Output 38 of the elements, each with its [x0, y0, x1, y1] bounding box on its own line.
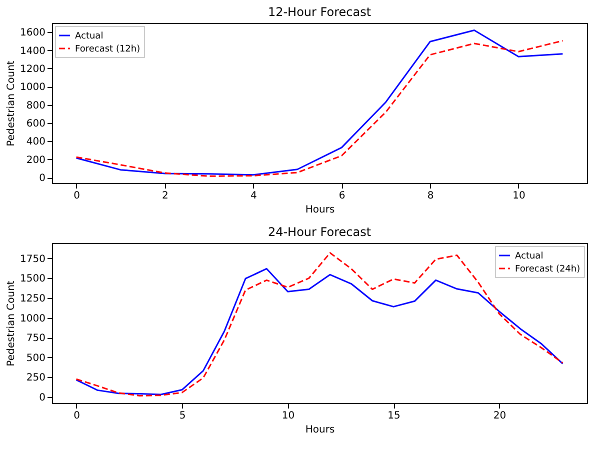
y-tick-label: 800 [26, 100, 46, 112]
x-tick-label: 10 [282, 410, 295, 422]
x-tick-label: 0 [74, 190, 80, 202]
x-tick-label: 8 [427, 190, 434, 202]
x-axis-title: Hours [305, 424, 335, 436]
y-tick-label: 1400 [20, 46, 46, 57]
chart-title: 24-Hour Forecast [268, 225, 372, 239]
legend-label: Actual [75, 32, 104, 42]
x-tick-label: 10 [512, 190, 526, 202]
y-tick-label: 600 [26, 118, 46, 130]
x-tick-label: 6 [338, 190, 346, 202]
chart-title: 12-Hour Forecast [268, 5, 372, 19]
y-tick-label: 1750 [20, 254, 46, 265]
y-tick-label: 750 [26, 333, 46, 344]
x-tick-label: 4 [250, 190, 257, 202]
legend-label: Forecast (24h) [515, 264, 580, 274]
y-tick-label: 200 [26, 154, 46, 166]
y-tick-label: 250 [26, 372, 46, 384]
x-tick-label: 20 [493, 410, 506, 422]
y-tick-label: 1000 [20, 82, 46, 94]
legend-label: Actual [515, 252, 544, 262]
y-axis-title: Pedestrian Count [6, 280, 18, 366]
y-tick-label: 1250 [20, 293, 46, 304]
x-tick-label: 0 [74, 410, 80, 422]
x-tick-label: 5 [179, 410, 186, 422]
y-tick-label: 1500 [20, 274, 46, 285]
y-tick-label: 1000 [20, 313, 46, 324]
x-tick-label: 2 [162, 190, 168, 202]
legend-label: Forecast (12h) [75, 44, 140, 54]
x-axis-title: Hours [305, 204, 335, 216]
y-tick-label: 0 [39, 392, 46, 404]
y-tick-label: 500 [26, 352, 46, 364]
x-tick-label: 15 [388, 410, 400, 422]
y-tick-label: 1200 [20, 64, 46, 75]
y-tick-label: 400 [26, 136, 46, 148]
y-axis-title: Pedestrian Count [6, 60, 18, 146]
y-tick-label: 0 [39, 173, 46, 184]
y-tick-label: 1600 [20, 28, 46, 39]
